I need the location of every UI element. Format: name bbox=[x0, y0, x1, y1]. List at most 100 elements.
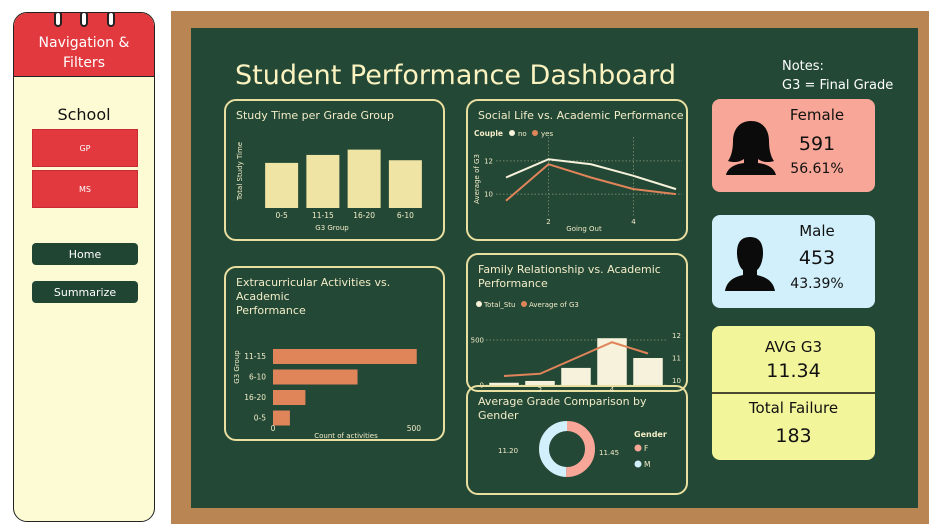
extracurricular-bar bbox=[273, 410, 290, 426]
gender-legend-title: Gender bbox=[634, 430, 667, 439]
family-bar bbox=[489, 382, 519, 385]
male-avatar-icon bbox=[725, 237, 775, 291]
total-failure-value: 183 bbox=[775, 425, 812, 447]
donut-slice-M bbox=[539, 421, 595, 477]
legend-m-icon bbox=[634, 460, 642, 468]
study-time-bar bbox=[265, 162, 299, 208]
sidebar-title-line1: Navigation & bbox=[38, 35, 130, 51]
extracurricular-bar bbox=[273, 369, 358, 385]
social-life-panel: Social Life vs. Academic Performance Cou… bbox=[466, 99, 688, 241]
total-failure-label: Total Failure bbox=[748, 399, 839, 417]
social-life-chart: Couple no yes 10 12 2 4 Going Out Average o… bbox=[473, 129, 682, 233]
extracurricular-title-line2: Performance bbox=[236, 304, 306, 317]
sidebar: Navigation & Filters School GP MS Home S… bbox=[13, 12, 155, 522]
family-average-g3-line bbox=[503, 341, 649, 377]
family-relationship-title: Family Relationship vs. Academic Perform… bbox=[478, 263, 661, 291]
notes-heading: Notes: bbox=[782, 59, 824, 74]
notes: Notes: G3 = Final Grade bbox=[782, 57, 893, 95]
social-life-x-tick: 2 bbox=[546, 218, 550, 226]
study-time-panel: Study Time per Grade Group 0-5 11-15 16-20… bbox=[224, 99, 445, 241]
male-card: Male 453 43.39% bbox=[712, 215, 875, 308]
female-avatar-icon bbox=[726, 121, 776, 175]
legend-yes-icon bbox=[532, 130, 538, 136]
social-life-y-axis-title: Average of G3 bbox=[473, 154, 481, 204]
female-percent: 56.61% bbox=[790, 161, 844, 177]
study-time-y-axis-title: Total Study Time bbox=[236, 142, 244, 201]
gender-grade-chart: 11.20 11.45 Gender F M bbox=[498, 421, 667, 477]
legend-total-stu-icon bbox=[476, 301, 482, 307]
extracurricular-y-tick: 6-10 bbox=[249, 373, 266, 382]
extracurricular-chart: 11-15 6-10 16-20 0-5 0 500 Count of activitie… bbox=[233, 349, 422, 440]
study-time-x-tick: 0-5 bbox=[276, 211, 288, 220]
female-count: 591 bbox=[798, 133, 836, 155]
family-y-right-tick: 11 bbox=[672, 355, 681, 363]
male-count: 453 bbox=[798, 247, 836, 269]
study-time-x-axis-title: G3 Group bbox=[315, 224, 349, 232]
gender-legend-m: M bbox=[644, 460, 650, 469]
social-life-line-yes bbox=[505, 163, 677, 202]
family-bar bbox=[633, 358, 663, 385]
male-label: Male bbox=[799, 222, 835, 240]
extracurricular-bar bbox=[273, 349, 417, 364]
extracurricular-title-line1: Extracurricular Activities vs. Academic bbox=[236, 276, 391, 303]
study-time-bar bbox=[388, 160, 422, 208]
social-life-legend-title: Couple bbox=[474, 129, 503, 138]
avg-g3-label: AVG G3 bbox=[764, 338, 823, 356]
gender-grade-panel: Average Grade Comparison by Gender 11.20… bbox=[466, 385, 688, 495]
summarize-button[interactable]: Summarize bbox=[32, 281, 138, 303]
legend-no-icon bbox=[509, 130, 515, 136]
family-relationship-title-line2: Performance bbox=[478, 277, 548, 290]
extracurricular-x-axis-title: Count of activities bbox=[314, 432, 378, 440]
female-label: Female bbox=[789, 106, 845, 124]
sidebar-title-line2: Filters bbox=[63, 55, 105, 71]
extracurricular-x-tick: 500 bbox=[407, 424, 422, 433]
legend-f-icon bbox=[634, 444, 642, 452]
extracurricular-y-tick: 11-15 bbox=[244, 352, 266, 361]
social-life-legend-no: no bbox=[518, 130, 527, 138]
avg-g3-value: 11.34 bbox=[766, 360, 821, 382]
female-card: Female 591 56.61% bbox=[712, 99, 875, 192]
dashboard-board: Student Performance Dashboard Notes: G3 … bbox=[191, 28, 918, 508]
study-time-x-tick: 11-15 bbox=[312, 211, 334, 220]
school-option-gp[interactable]: GP bbox=[32, 129, 138, 167]
home-button[interactable]: Home bbox=[32, 243, 138, 265]
study-time-bar bbox=[306, 154, 340, 208]
dashboard-title: Student Performance Dashboard bbox=[235, 60, 677, 91]
school-filter-label: School bbox=[57, 105, 111, 124]
social-life-line-no bbox=[505, 158, 677, 191]
family-bar bbox=[525, 380, 555, 385]
extracurricular-y-axis-title: G3 Group bbox=[233, 350, 241, 384]
family-legend-average-g3: Average of G3 bbox=[529, 301, 579, 309]
card-divider bbox=[712, 392, 875, 394]
social-life-y-tick: 12 bbox=[484, 157, 493, 165]
donut-label-f: 11.45 bbox=[599, 449, 619, 457]
study-time-x-tick: 6-10 bbox=[397, 211, 414, 220]
school-option-ms[interactable]: MS bbox=[32, 170, 138, 208]
study-time-bar bbox=[347, 149, 381, 208]
extracurricular-y-tick: 0-5 bbox=[254, 414, 266, 423]
family-x-tick: 2 bbox=[538, 386, 542, 394]
family-y-right-tick: 12 bbox=[672, 332, 681, 340]
extracurricular-bar bbox=[273, 390, 306, 405]
male-percent: 43.39% bbox=[790, 276, 844, 292]
social-life-legend-yes: yes bbox=[541, 130, 553, 138]
notebook-ring-icon bbox=[107, 13, 115, 27]
grade-summary-card: AVG G3 11.34 Total Failure 183 bbox=[712, 326, 875, 460]
gender-legend-f: F bbox=[644, 444, 648, 453]
social-life-title: Social Life vs. Academic Performance bbox=[478, 109, 684, 122]
extracurricular-y-tick: 16-20 bbox=[244, 393, 266, 402]
notebook-ring-icon bbox=[80, 13, 88, 27]
social-life-x-axis-title: Going Out bbox=[566, 225, 602, 233]
notes-text: G3 = Final Grade bbox=[782, 78, 894, 93]
family-relationship-panel: Family Relationship vs. Academic Perform… bbox=[466, 253, 688, 394]
family-y-right-tick: 10 bbox=[672, 377, 681, 385]
family-legend-total-stu: Total_Stu bbox=[483, 301, 515, 309]
notebook-ring-icon bbox=[54, 13, 62, 27]
social-life-x-tick: 4 bbox=[631, 218, 636, 226]
social-life-y-tick: 10 bbox=[484, 191, 493, 199]
donut-label-m: 11.20 bbox=[498, 447, 518, 455]
study-time-title: Study Time per Grade Group bbox=[236, 109, 394, 122]
family-x-tick: 4 bbox=[610, 386, 615, 394]
study-time-x-tick: 16-20 bbox=[353, 211, 375, 220]
